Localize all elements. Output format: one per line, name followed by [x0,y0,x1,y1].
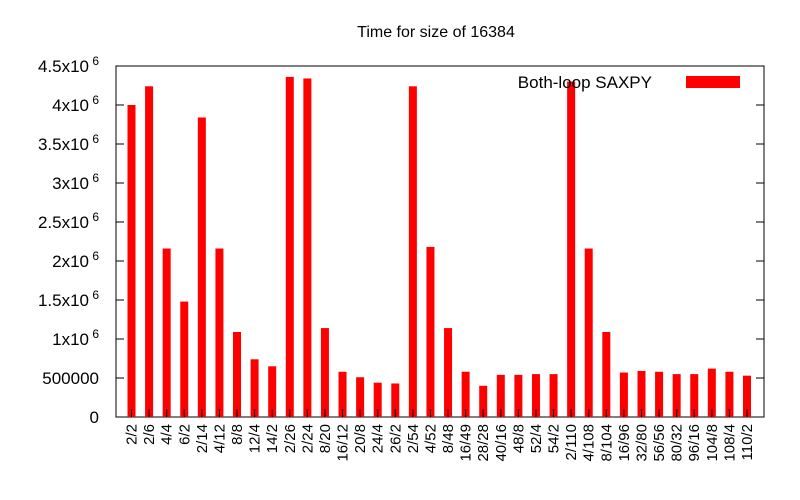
x-tick-label: 16/12 [335,424,352,462]
x-tick-label: 4/108 [581,424,598,462]
y-tick-label: 3x10 6 [52,171,99,193]
x-tick-label: 4/12 [211,424,228,453]
y-tick-label: 2x10 6 [52,249,99,271]
bar [268,366,277,417]
x-tick-label: 2/26 [282,424,299,453]
bar [672,374,681,417]
bar [127,105,136,417]
x-tick-label: 108/4 [721,424,738,462]
x-tick-label: 20/8 [352,424,369,453]
bar [320,328,329,417]
x-tick-label: 110/2 [739,424,756,460]
bar [461,371,470,417]
x-tick-label: 80/32 [669,424,686,462]
plot-frame [115,65,765,418]
bar [408,86,417,417]
x-tick-label: 32/80 [633,424,650,462]
bar [356,377,365,417]
bar [162,248,171,417]
bar [285,76,294,418]
bar [180,301,189,417]
x-tick-label: 8/104 [598,424,615,462]
bar [426,246,435,417]
x-tick-label: 16/96 [616,424,633,462]
x-tick-label: 4/4 [159,424,176,445]
x-axis: 2/2 2/6 4/4 6/2 2/14 4/12 8/8 12/4 14/2 2/26 2/24 8… [124,409,756,462]
y-tick-label: 4.5x10 6 [38,54,99,76]
bar [338,371,347,417]
x-tick-label: 4/52 [422,424,439,453]
x-tick-label: 40/16 [493,424,510,462]
bar [514,374,523,417]
x-tick-label: 96/16 [686,424,703,462]
bar [655,371,664,417]
x-tick-label: 16/49 [458,424,475,462]
x-tick-label: 8/8 [229,424,246,445]
bar [567,81,576,417]
bar [250,359,259,417]
bar [197,117,206,417]
bar [707,368,716,417]
x-tick-label: 6/2 [176,424,193,445]
bar [602,331,611,417]
bar [549,374,558,417]
x-tick-label: 2/24 [299,424,316,453]
y-tick-label: 4x10 6 [52,93,99,115]
x-tick-label: 28/28 [475,424,492,462]
x-tick-label: 56/56 [651,424,668,462]
x-tick-label: 12/4 [247,424,264,453]
chart-title: Time for size of 16384 [357,24,515,41]
x-tick-label: 2/54 [405,424,422,453]
bar [215,248,224,417]
x-tick-label: 48/8 [510,424,527,453]
y-tick-label: 0 [90,408,99,427]
legend: Both-loop SAXPY [518,73,740,92]
bar [145,86,154,417]
bar [479,385,488,417]
x-tick-label: 2/14 [194,424,211,453]
x-tick-label: 2/110 [563,424,580,460]
legend-swatch [686,76,740,88]
y-tick-label: 2.5x10 6 [38,210,99,232]
x-tick-label: 26/2 [387,424,404,453]
bar-series [127,76,751,418]
x-tick-label: 8/48 [440,424,457,453]
bar [496,374,505,417]
x-tick-label: 54/2 [546,424,563,453]
x-tick-label: 2/6 [141,424,158,445]
bar [584,248,593,417]
bar [373,382,382,417]
x-tick-label: 24/4 [370,424,387,453]
y-tick-label: 3.5x10 6 [38,132,99,154]
bar [619,372,628,417]
bar [743,375,751,417]
bar [690,374,699,417]
y-tick-label: 500000 [42,369,99,388]
x-tick-label: 52/4 [528,424,545,453]
bar [233,331,242,417]
bar [444,328,453,417]
x-tick-label: 14/2 [264,424,281,453]
y-tick-label: 1x10 6 [52,327,99,349]
x-tick-label: 104/8 [704,424,721,462]
bar [391,383,400,417]
bar [303,78,312,417]
bar [531,374,540,417]
bar [725,371,734,417]
bar [637,370,646,417]
x-tick-label: 2/2 [124,424,141,445]
legend-label: Both-loop SAXPY [518,73,652,92]
y-axis: 0 500000 1x10 6 1.5x10 6 2x10 6 2.5x10 6 3x10 … [38,54,764,427]
y-tick-label: 1.5x10 6 [38,288,99,310]
x-tick-label: 8/20 [317,424,334,453]
